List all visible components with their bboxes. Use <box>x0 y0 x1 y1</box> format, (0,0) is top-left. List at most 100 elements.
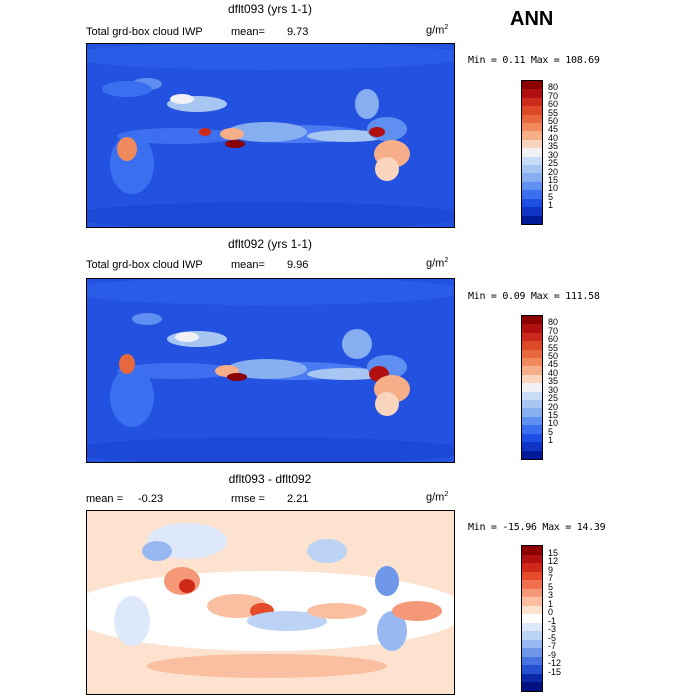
colorbar-tick-label: 30 <box>548 149 559 160</box>
colorbar-swatch <box>522 425 542 434</box>
colorbar-tick-label: 45 <box>548 124 559 135</box>
colorbar-swatch <box>522 181 542 191</box>
colorbar-tick-label: -7 <box>548 641 557 652</box>
colorbar-swatch <box>522 165 542 174</box>
colorbar-swatch <box>522 391 542 401</box>
colorbar <box>521 315 543 460</box>
colorbar <box>521 545 543 692</box>
colorbar-tick-label: 10 <box>548 183 559 194</box>
colorbar-swatch <box>522 588 542 598</box>
colorbar-tick-label: 20 <box>548 401 559 412</box>
colorbar-tick-label: -9 <box>548 649 557 660</box>
colorbar-tick-label: -5 <box>548 632 557 643</box>
colorbar-tick-label: 20 <box>548 166 559 177</box>
colorbar-tick-label: 1 <box>548 598 554 609</box>
colorbar-swatch <box>522 450 542 459</box>
colorbar-swatch <box>522 563 542 572</box>
colorbar-swatch <box>522 89 542 98</box>
colorbar <box>521 80 543 225</box>
colorbar-swatch <box>522 366 542 375</box>
colorbar-swatch <box>522 597 542 606</box>
colorbar-swatch <box>522 631 542 640</box>
colorbar-tick-label: 60 <box>548 99 559 110</box>
panel-title: dflt092 (yrs 1-1) <box>227 237 313 251</box>
colorbar-tick-label: -15 <box>548 666 562 677</box>
colorbar-tick-label: -12 <box>548 658 562 669</box>
colorbar-swatch <box>522 400 542 409</box>
colorbar-tick-label: 25 <box>548 393 559 404</box>
colorbar-swatch <box>522 341 542 350</box>
colorbar-tick-label: 10 <box>548 418 559 429</box>
map-field-svg <box>87 511 454 694</box>
colorbar-swatch <box>522 349 542 359</box>
colorbar-swatch <box>522 665 542 674</box>
min-max-range: Min = 0.11 Max = 108.69 <box>468 55 600 66</box>
mean-label: mean = <box>86 493 123 505</box>
colorbar-tick-label: 35 <box>548 376 559 387</box>
mean-value: 9.96 <box>287 259 309 271</box>
colorbar-swatch <box>522 316 542 325</box>
units-label: g/m2 <box>426 491 449 504</box>
colorbar-swatch <box>522 622 542 632</box>
colorbar-swatch <box>522 207 542 216</box>
rmse-label: rmse = <box>231 493 265 505</box>
colorbar-tick-label: 55 <box>548 342 559 353</box>
colorbar-swatch <box>522 580 542 589</box>
colorbar-swatch <box>522 408 542 417</box>
colorbar-swatch <box>522 198 542 208</box>
colorbar-tick-label: 30 <box>548 384 559 395</box>
colorbar-swatch <box>522 156 542 166</box>
colorbar-tick-label: 15 <box>548 547 559 558</box>
colorbar-tick-label: 5 <box>548 426 554 437</box>
colorbar-tick-label: 70 <box>548 90 559 101</box>
global-map <box>86 43 455 228</box>
colorbar-swatch <box>522 383 542 392</box>
colorbar-tick-label: 9 <box>548 564 554 575</box>
colorbar-swatch <box>522 554 542 564</box>
colorbar-swatch <box>522 215 542 224</box>
colorbar-tick-label: 1 <box>548 435 554 446</box>
colorbar-swatch <box>522 673 542 683</box>
colorbar-tick-label: 1 <box>548 200 554 211</box>
colorbar-tick-label: -1 <box>548 615 557 626</box>
field-label: Total grd-box cloud IWP <box>86 259 203 271</box>
colorbar-swatch <box>522 106 542 115</box>
colorbar-swatch <box>522 358 542 367</box>
colorbar-tick-label: 25 <box>548 158 559 169</box>
colorbar-swatch <box>522 546 542 555</box>
colorbar-swatch <box>522 123 542 132</box>
colorbar-swatch <box>522 173 542 182</box>
colorbar-swatch <box>522 332 542 342</box>
min-max-range: Min = 0.09 Max = 111.58 <box>468 291 600 302</box>
colorbar-swatch <box>522 416 542 426</box>
colorbar-swatch <box>522 139 542 149</box>
season-title: ANN <box>510 8 554 30</box>
map-field-svg <box>87 44 454 227</box>
colorbar-tick-label: 7 <box>548 573 554 584</box>
colorbar-swatch <box>522 433 542 443</box>
colorbar-swatch <box>522 374 542 384</box>
panel-title: dflt093 - dflt092 <box>228 472 312 486</box>
colorbar-tick-label: 3 <box>548 590 554 601</box>
colorbar-swatch <box>522 114 542 124</box>
colorbar-swatch <box>522 571 542 581</box>
mean-label: mean= <box>231 259 265 271</box>
global-map <box>86 510 455 695</box>
panel-title: dflt093 (yrs 1-1) <box>227 2 313 16</box>
colorbar-swatch <box>522 324 542 333</box>
colorbar-swatch <box>522 682 542 691</box>
colorbar-tick-label: 80 <box>548 317 559 328</box>
colorbar-tick-label: 35 <box>548 141 559 152</box>
units-label: g/m2 <box>426 24 449 37</box>
map-field-svg <box>87 279 454 462</box>
colorbar-tick-label: 50 <box>548 116 559 127</box>
colorbar-swatch <box>522 190 542 199</box>
global-map <box>86 278 455 463</box>
rmse-value: 2.21 <box>287 493 309 505</box>
colorbar-swatch <box>522 639 542 649</box>
colorbar-swatch <box>522 442 542 451</box>
colorbar-swatch <box>522 97 542 107</box>
colorbar-swatch <box>522 81 542 90</box>
units-label: g/m2 <box>426 257 449 270</box>
colorbar-tick-label: 0 <box>548 607 554 618</box>
